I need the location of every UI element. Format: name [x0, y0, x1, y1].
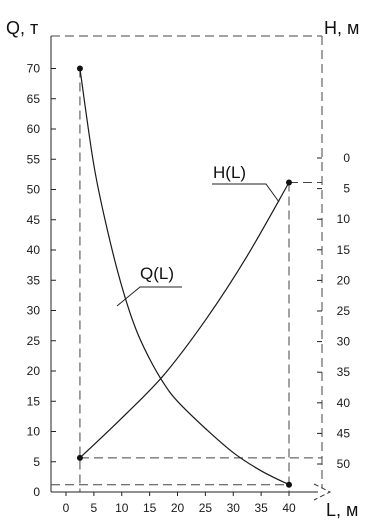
curve-points	[76, 65, 292, 488]
left-tick-label: 65	[27, 92, 41, 106]
chart-frame	[50, 35, 332, 501]
left-tick-label: 20	[27, 364, 41, 378]
x-axis-title: L, м	[326, 500, 358, 520]
left-tick-label: 5	[33, 455, 40, 469]
leader-h	[212, 183, 280, 203]
x-tick-label: 30	[227, 501, 241, 515]
x-tick-label: 20	[171, 501, 185, 515]
h-point-end	[286, 179, 292, 186]
left-tick-label: 60	[27, 122, 41, 136]
leader-q	[116, 286, 182, 307]
right-tick-label: 40	[337, 396, 351, 410]
left-tick-label: 0	[33, 485, 40, 499]
right-tick-label: 15	[337, 243, 351, 257]
right-tick-label: 20	[337, 273, 351, 287]
label-leaders	[116, 183, 280, 307]
left-axis-ticks: 0 5 10 15 20 25 30 35 40 45 50 55 60 65 70	[27, 62, 56, 499]
h-point-start	[76, 454, 83, 461]
right-tick-label: 0	[343, 151, 350, 165]
x-axis-arrow	[313, 483, 332, 501]
left-tick-label: 45	[27, 213, 41, 227]
right-tick-label: 10	[337, 212, 351, 226]
left-tick-label: 50	[27, 183, 41, 197]
right-tick-label: 25	[337, 304, 351, 318]
left-tick-label: 70	[27, 62, 41, 76]
x-tick-label: 0	[63, 501, 70, 515]
curves	[79, 68, 290, 486]
x-tick-label: 40	[282, 501, 296, 515]
x-tick-label: 25	[199, 501, 213, 515]
right-axis-title: H, м	[324, 18, 359, 38]
dashed-guides	[51, 68, 322, 492]
x-tick-label: 35	[254, 501, 268, 515]
x-tick-label: 10	[115, 501, 129, 515]
left-tick-label: 30	[27, 304, 41, 318]
right-tick-label: 50	[337, 457, 351, 471]
left-tick-label: 10	[27, 425, 41, 439]
x-axis-ticks: 0 5 10 15 20 25 30 35 40	[63, 492, 296, 515]
x-tick-label: 15	[143, 501, 157, 515]
series-label-q: Q(L)	[140, 264, 174, 283]
right-tick-label: 35	[337, 365, 351, 379]
right-tick-label: 30	[337, 335, 351, 349]
series-line-q	[79, 68, 290, 486]
series-label-h: H(L)	[213, 163, 246, 182]
left-tick-label: 55	[27, 152, 41, 166]
left-tick-label: 15	[27, 394, 41, 408]
left-tick-label: 25	[27, 334, 41, 348]
right-axis-ticks: 0 5 10 15 20 25 30 35 40 45 50	[317, 151, 350, 471]
x-tick-label: 5	[91, 501, 98, 515]
right-tick-label: 5	[343, 182, 350, 196]
series-line-h	[79, 182, 290, 459]
left-axis-title: Q, т	[6, 18, 38, 38]
q-point-end	[286, 481, 292, 488]
left-tick-label: 40	[27, 243, 41, 257]
left-tick-label: 35	[27, 273, 41, 287]
q-point-start	[76, 65, 83, 72]
right-tick-label: 45	[337, 426, 351, 440]
